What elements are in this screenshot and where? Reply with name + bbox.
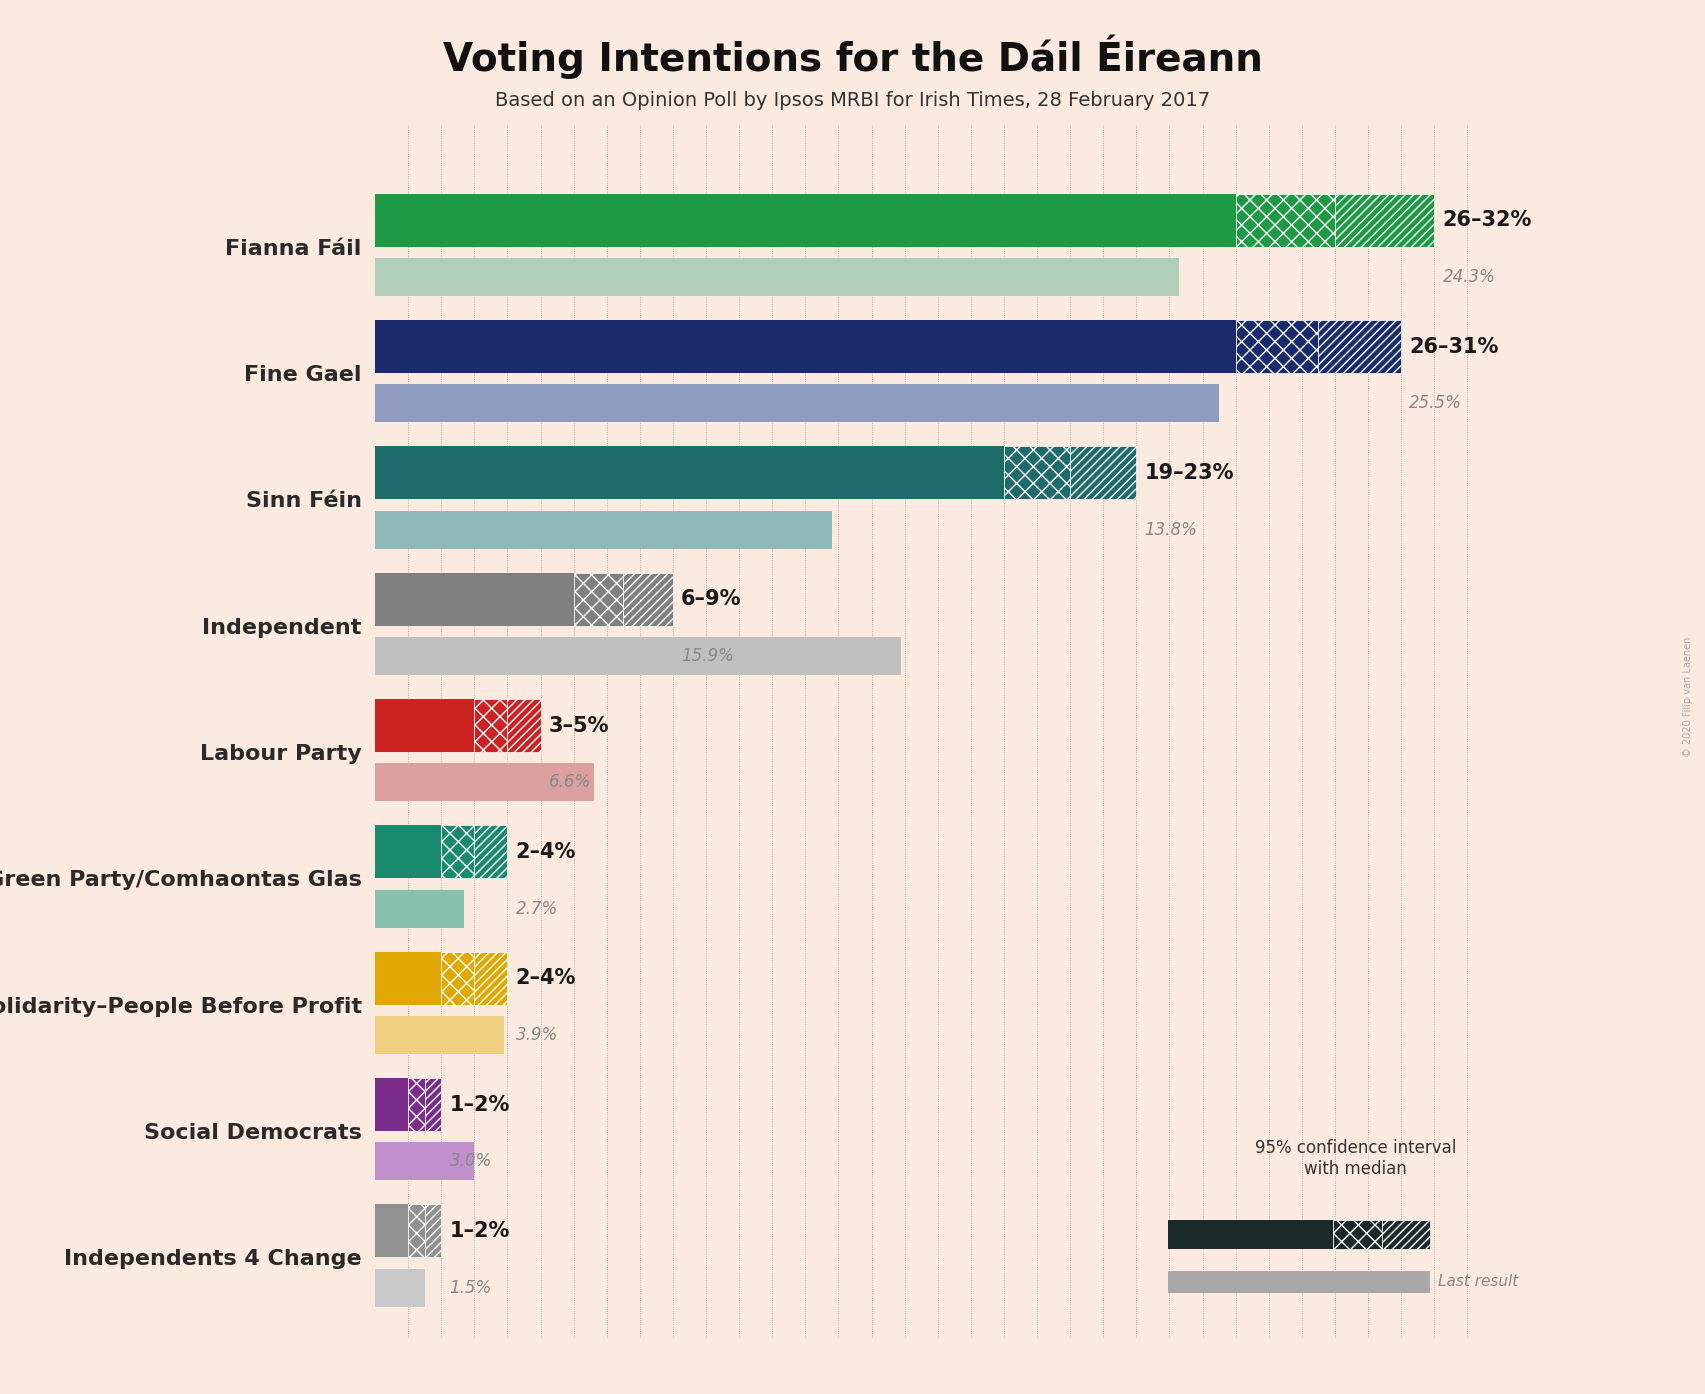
Bar	[1236, 194, 1335, 247]
Text: 3–5%: 3–5%	[549, 715, 609, 736]
Text: 1.5%: 1.5%	[450, 1278, 491, 1296]
Text: 2–4%: 2–4%	[517, 969, 576, 988]
Bar	[407, 1078, 425, 1131]
Text: 6–9%: 6–9%	[682, 590, 742, 609]
Bar	[1168, 1220, 1333, 1249]
Text: Solidarity–People Before Profit: Solidarity–People Before Profit	[0, 997, 361, 1016]
Bar	[1168, 1271, 1430, 1292]
Bar	[375, 258, 1180, 296]
Bar	[1335, 194, 1434, 247]
Text: Based on an Opinion Poll by Ipsos MRBI for Irish Times, 28 February 2017: Based on an Opinion Poll by Ipsos MRBI f…	[494, 91, 1211, 110]
Bar	[573, 573, 624, 626]
Bar	[375, 698, 474, 753]
Text: 26–32%: 26–32%	[1442, 210, 1531, 230]
Text: Fine Gael: Fine Gael	[244, 365, 361, 385]
Bar	[1004, 446, 1071, 499]
Bar	[375, 321, 1236, 374]
Bar	[375, 1143, 474, 1181]
Text: Green Party/Comhaontas Glas: Green Party/Comhaontas Glas	[0, 870, 361, 891]
Bar	[474, 698, 508, 753]
Text: 13.8%: 13.8%	[1144, 521, 1197, 538]
Text: Sinn Féin: Sinn Féin	[246, 491, 361, 512]
Text: © 2020 Filip van Laenen: © 2020 Filip van Laenen	[1683, 637, 1693, 757]
Bar	[375, 194, 1236, 247]
Text: 6.6%: 6.6%	[549, 774, 592, 792]
Text: Last result: Last result	[1437, 1274, 1517, 1289]
Bar	[375, 952, 442, 1005]
Text: 26–31%: 26–31%	[1410, 336, 1499, 357]
Text: 3.0%: 3.0%	[450, 1153, 491, 1171]
Bar	[1318, 321, 1402, 374]
Text: 15.9%: 15.9%	[682, 647, 735, 665]
Bar	[425, 1204, 442, 1257]
Text: Labour Party: Labour Party	[199, 744, 361, 764]
Text: 95% confidence interval
with median: 95% confidence interval with median	[1255, 1139, 1456, 1178]
Text: 1–2%: 1–2%	[450, 1221, 510, 1241]
Text: 1–2%: 1–2%	[450, 1094, 510, 1115]
Text: Independents 4 Change: Independents 4 Change	[65, 1249, 361, 1270]
Bar	[375, 764, 593, 802]
Bar	[1381, 1220, 1430, 1249]
Bar	[1236, 321, 1318, 374]
Bar	[375, 446, 1004, 499]
Bar	[425, 1078, 442, 1131]
Text: Social Democrats: Social Democrats	[143, 1124, 361, 1143]
Bar	[624, 573, 673, 626]
Bar	[375, 385, 1219, 422]
Bar	[375, 1204, 407, 1257]
Text: Fianna Fáil: Fianna Fáil	[225, 238, 361, 259]
Bar	[375, 1078, 407, 1131]
Bar	[375, 510, 832, 549]
Bar	[1071, 446, 1136, 499]
Bar	[375, 889, 464, 927]
Bar	[1333, 1220, 1381, 1249]
Bar	[442, 825, 474, 878]
Bar	[375, 637, 902, 675]
Text: 25.5%: 25.5%	[1410, 395, 1463, 413]
Bar	[375, 1016, 505, 1054]
Text: 2.7%: 2.7%	[517, 899, 558, 917]
Text: 2–4%: 2–4%	[517, 842, 576, 861]
Text: Voting Intentions for the Dáil Éireann: Voting Intentions for the Dáil Éireann	[443, 35, 1262, 79]
Bar	[474, 952, 508, 1005]
Text: 19–23%: 19–23%	[1144, 463, 1234, 482]
Text: 24.3%: 24.3%	[1442, 268, 1495, 286]
Text: 3.9%: 3.9%	[517, 1026, 558, 1044]
Bar	[407, 1204, 425, 1257]
Bar	[474, 825, 508, 878]
Bar	[375, 1269, 425, 1306]
Bar	[508, 698, 540, 753]
Bar	[375, 825, 442, 878]
Bar	[375, 573, 573, 626]
Bar	[442, 952, 474, 1005]
Text: Independent: Independent	[203, 618, 361, 637]
